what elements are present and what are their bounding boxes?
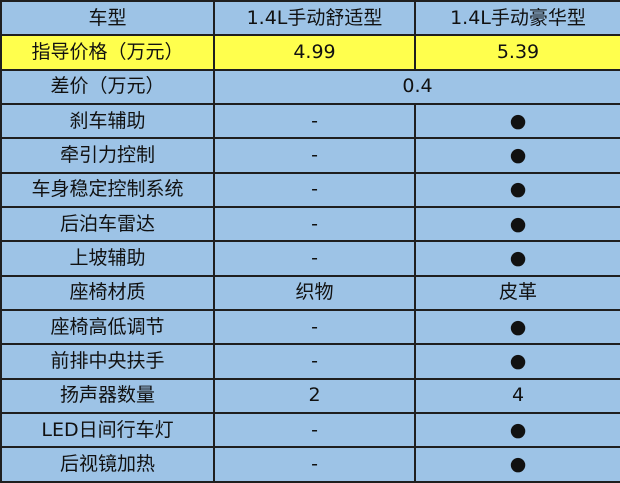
cell: ● <box>414 309 620 346</box>
cell: - <box>213 103 416 140</box>
table-row: 牵引力控制 - ● <box>0 137 620 174</box>
table-row: 座椅高低调节 - ● <box>0 309 620 346</box>
table-row: 差价（万元） 0.4 <box>0 68 620 106</box>
cell: ● <box>414 171 620 209</box>
cell: ● <box>414 446 620 483</box>
header-cell: 1.4L手动豪华型 <box>414 0 620 37</box>
cell: - <box>213 343 416 380</box>
cell: ● <box>414 240 620 277</box>
table-row: 座椅材质 织物 皮革 <box>0 274 620 312</box>
row-label: 后泊车雷达 <box>0 206 215 243</box>
cell: 皮革 <box>414 274 620 312</box>
table-row: 上坡辅助 - ● <box>0 240 620 277</box>
cell: ● <box>414 412 620 449</box>
table-row: 前排中央扶手 - ● <box>0 343 620 380</box>
table-row: 指导价格（万元） 4.99 5.39 <box>0 34 620 71</box>
cell: - <box>213 137 416 174</box>
cell: 5.39 <box>414 34 620 71</box>
header-row: 车型 1.4L手动舒适型 1.4L手动豪华型 <box>0 0 620 37</box>
cell: 4 <box>414 377 620 415</box>
cell: 0.4 <box>213 68 620 106</box>
row-label: 后视镜加热 <box>0 446 215 483</box>
table-row: 后视镜加热 - ● <box>0 446 620 483</box>
row-label: 差价（万元） <box>0 68 215 106</box>
cell: ● <box>414 343 620 380</box>
cell: - <box>213 446 416 483</box>
table-row: LED日间行车灯 - ● <box>0 412 620 449</box>
table-row: 后泊车雷达 - ● <box>0 206 620 243</box>
header-cell: 1.4L手动舒适型 <box>213 0 416 37</box>
row-label: 指导价格（万元） <box>0 34 215 71</box>
cell: - <box>213 240 416 277</box>
table-row: 扬声器数量 2 4 <box>0 377 620 415</box>
cell: - <box>213 412 416 449</box>
cell: - <box>213 171 416 209</box>
row-label: 扬声器数量 <box>0 377 215 415</box>
row-label: 座椅高低调节 <box>0 309 215 346</box>
row-label: LED日间行车灯 <box>0 412 215 449</box>
cell: ● <box>414 137 620 174</box>
table-row: 车身稳定控制系统 - ● <box>0 171 620 209</box>
cell: 2 <box>213 377 416 415</box>
cell: - <box>213 206 416 243</box>
row-label: 座椅材质 <box>0 274 215 312</box>
cell: ● <box>414 103 620 140</box>
row-label: 牵引力控制 <box>0 137 215 174</box>
row-label: 刹车辅助 <box>0 103 215 140</box>
header-cell: 车型 <box>0 0 215 37</box>
cell: 4.99 <box>213 34 416 71</box>
row-label: 前排中央扶手 <box>0 343 215 380</box>
cell: 织物 <box>213 274 416 312</box>
row-label: 上坡辅助 <box>0 240 215 277</box>
cell: - <box>213 309 416 346</box>
table-row: 刹车辅助 - ● <box>0 103 620 140</box>
cell: ● <box>414 206 620 243</box>
row-label: 车身稳定控制系统 <box>0 171 215 209</box>
